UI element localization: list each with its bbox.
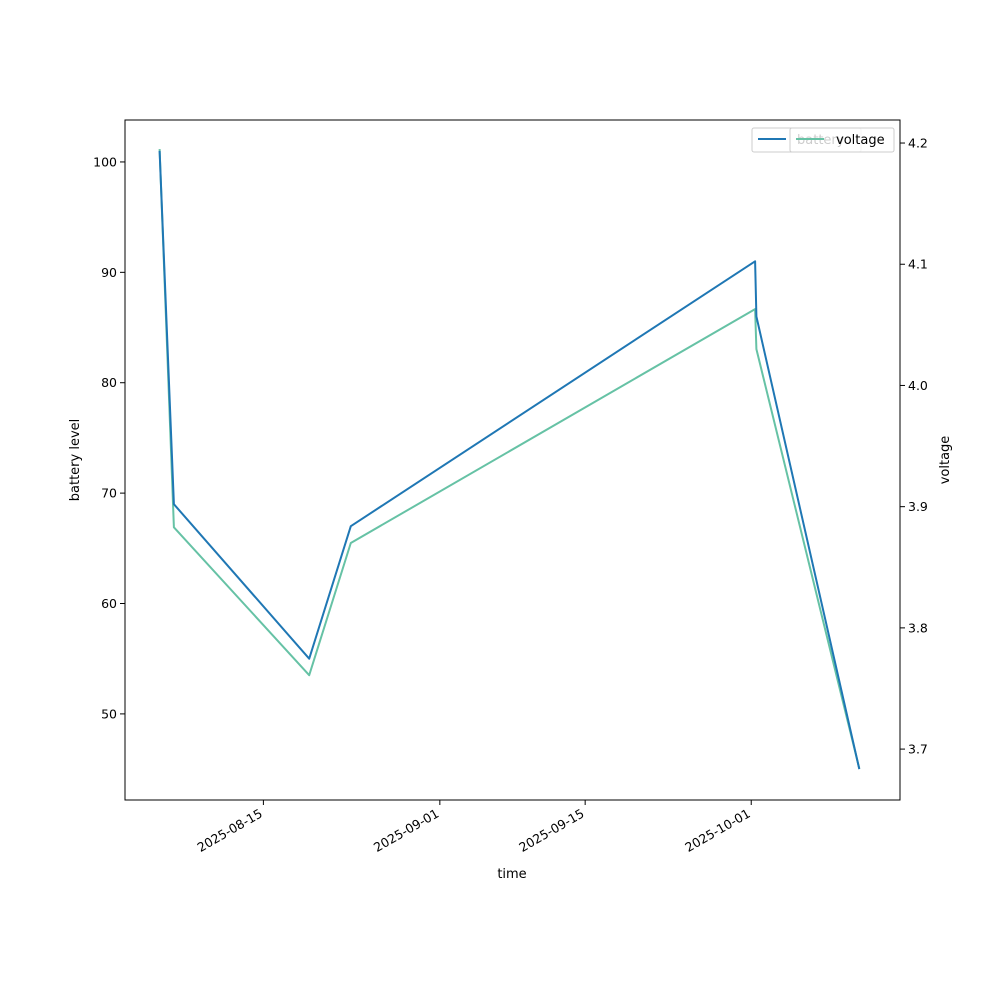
y-right-tick-label-3: 4.0 [908, 378, 928, 393]
x-tick-label-0: 2025-08-15 [194, 806, 264, 855]
y-axis-left-title: battery level [68, 419, 83, 502]
x-tick-label-1: 2025-09-01 [371, 806, 441, 855]
plot-frame [124, 119, 901, 801]
y-left-tick-label-4: 90 [101, 265, 117, 280]
series-line-battery [158, 150, 861, 770]
x-axis: 2025-08-15 2025-09-01 2025-09-15 2025-10-01 [194, 800, 753, 855]
y-left-tick-label-5: 100 [93, 154, 117, 169]
legend-voltage-box [789, 127, 895, 153]
y-right-tick-label-0: 3.7 [908, 742, 928, 757]
y-axis-right-title: voltage [938, 436, 953, 485]
plot-area [125, 120, 900, 800]
y-right-tick-label-1: 3.8 [908, 620, 928, 635]
legend-voltage: voltage [789, 127, 895, 153]
y-left-tick-label-1: 60 [101, 596, 117, 611]
y-left-tick-label-3: 80 [101, 375, 117, 390]
y-right-tick-label-5: 4.2 [908, 136, 928, 151]
series-layer [158, 149, 861, 770]
legend-voltage-label: voltage [836, 133, 885, 148]
x-tick-label-3: 2025-10-01 [682, 806, 752, 855]
x-tick-label-2: 2025-09-15 [516, 806, 586, 855]
x-axis-title: time [497, 867, 526, 882]
series-line-voltage [158, 149, 861, 769]
y-axis-right: 3.7 3.8 3.9 4.0 4.1 4.2 [900, 136, 928, 757]
y-axis-left: 50 60 70 80 90 100 [93, 154, 125, 721]
y-left-tick-label-0: 50 [101, 706, 117, 721]
y-right-tick-label-4: 4.1 [908, 257, 928, 272]
y-right-tick-label-2: 3.9 [908, 499, 928, 514]
y-left-tick-label-2: 70 [101, 486, 117, 501]
